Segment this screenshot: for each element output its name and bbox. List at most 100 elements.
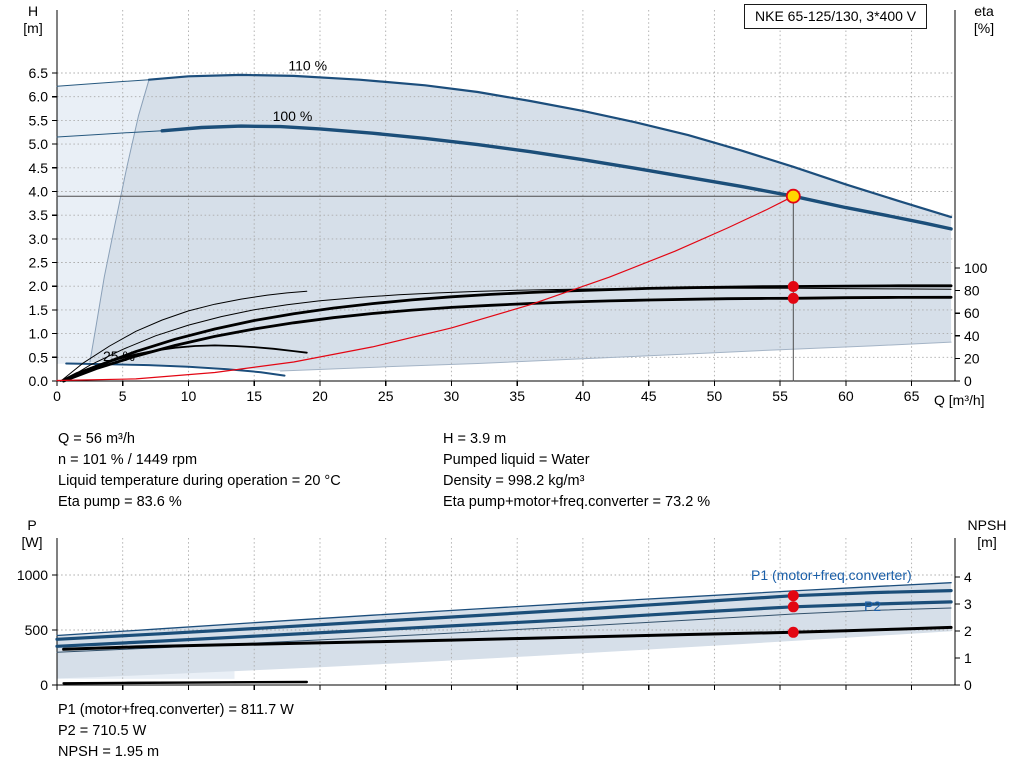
eta-thin-2 — [60, 290, 308, 382]
svg-text:60: 60 — [838, 388, 854, 404]
p1-curve — [55, 589, 953, 641]
eta-pump-point — [787, 281, 799, 292]
tick-labels: 0 5 10 15 20 25 30 35 40 45 50 55 60 65 0.0 0.5 1.0 1.5 2.… — [29, 65, 988, 404]
head-axis-label: H [m] — [16, 3, 50, 37]
info-eta-total: Eta pump+motor+freq.converter = 73.2 % — [443, 494, 711, 510]
svg-text:4.5: 4.5 — [29, 160, 49, 176]
gridlines — [57, 10, 955, 381]
svg-text:15: 15 — [246, 388, 262, 404]
p1-max-curve — [56, 582, 952, 637]
eta-axis-unit: [%] — [973, 20, 995, 36]
svg-text:1000: 1000 — [17, 567, 48, 583]
svg-text:5.0: 5.0 — [29, 136, 49, 152]
label-25pct: 25 % — [103, 348, 135, 364]
svg-text:40: 40 — [964, 328, 980, 344]
envelope-pale — [57, 79, 149, 364]
npsh-axis-label: NPSH [m] — [958, 517, 1016, 551]
info-head: H = 3.9 m — [443, 431, 507, 447]
svg-text:35: 35 — [509, 388, 525, 404]
operating-info-col1: Q = 56 m³/h n = 101 % / 1449 rpm Liquid … — [58, 429, 341, 513]
svg-text:500: 500 — [25, 622, 49, 638]
qh-eta-chart: 0 5 10 15 20 25 30 35 40 45 50 55 60 65 0.0 0.5 1.0 1.5 2.… — [29, 10, 988, 404]
svg-text:55: 55 — [772, 388, 788, 404]
svg-text:3.0: 3.0 — [29, 231, 49, 247]
axes — [52, 538, 960, 690]
svg-text:0: 0 — [964, 677, 972, 693]
result-p2: P2 = 710.5 W — [58, 723, 147, 739]
svg-text:6.0: 6.0 — [29, 89, 49, 105]
info-eta-pump: Eta pump = 83.6 % — [58, 494, 182, 510]
speed-curve-110-leadin — [56, 79, 150, 87]
pump-title-box: NKE 65-125/130, 3*400 V — [744, 4, 928, 29]
flow-axis-label: Q [m³/h] — [934, 392, 985, 408]
npsh-axis-symbol: NPSH — [967, 517, 1007, 533]
svg-text:65: 65 — [904, 388, 920, 404]
svg-text:45: 45 — [641, 388, 657, 404]
svg-text:20: 20 — [312, 388, 328, 404]
envelope-main — [89, 74, 952, 372]
label-100pct: 100 % — [273, 108, 313, 124]
npsh-curve — [62, 625, 953, 651]
head-axis-symbol: H — [27, 3, 39, 19]
svg-text:4.0: 4.0 — [29, 184, 49, 200]
info-density: Density = 998.2 kg/m³ — [443, 473, 585, 489]
p1-curve-label: P1 (motor+freq.converter) — [751, 567, 912, 583]
svg-text:30: 30 — [444, 388, 460, 404]
svg-text:0: 0 — [964, 373, 972, 389]
eta-thin-1 — [63, 287, 952, 382]
envelope-left-edge — [89, 79, 150, 363]
eta-total-curve — [62, 295, 953, 383]
p-25-curve — [62, 680, 308, 685]
result-info: P1 (motor+freq.converter) = 811.7 W P2 =… — [58, 700, 294, 763]
duty-point[interactable] — [785, 188, 801, 204]
svg-text:10: 10 — [181, 388, 197, 404]
svg-text:1.0: 1.0 — [29, 326, 49, 342]
p2-curve — [55, 600, 953, 648]
power-axis-symbol: P — [27, 517, 37, 533]
result-p1: P1 (motor+freq.converter) = 811.7 W — [58, 702, 294, 718]
svg-text:100: 100 — [964, 260, 988, 276]
svg-text:2.5: 2.5 — [29, 255, 49, 271]
power-npsh-chart: 0 500 1000 0 1 2 3 4 — [17, 538, 972, 693]
svg-text:5.5: 5.5 — [29, 112, 49, 128]
svg-text:0.0: 0.0 — [29, 373, 49, 389]
svg-text:6.5: 6.5 — [29, 65, 49, 81]
svg-text:20: 20 — [964, 350, 980, 366]
npsh-point — [787, 626, 799, 638]
svg-text:60: 60 — [964, 305, 980, 321]
svg-text:0.5: 0.5 — [29, 349, 49, 365]
eta-pump-curve — [62, 284, 953, 383]
speed-curve-100-leadin — [56, 130, 163, 138]
speed-curve-100 — [160, 124, 953, 231]
svg-text:40: 40 — [575, 388, 591, 404]
result-npsh: NPSH = 1.95 m — [58, 744, 160, 760]
npsh-axis-unit: [m] — [977, 534, 997, 550]
p1-point — [787, 590, 799, 602]
head-axis-unit: [m] — [23, 20, 43, 36]
svg-text:3.5: 3.5 — [29, 207, 49, 223]
svg-text:50: 50 — [707, 388, 723, 404]
p2-point — [787, 601, 799, 613]
svg-text:4: 4 — [964, 569, 972, 585]
svg-text:3: 3 — [964, 596, 972, 612]
power-axis-unit: [W] — [21, 534, 43, 550]
power-axis-label: P [W] — [14, 517, 50, 551]
p2-curve-label: P2 — [864, 598, 882, 614]
svg-text:2.0: 2.0 — [29, 278, 49, 294]
svg-text:80: 80 — [964, 283, 980, 299]
operating-info-col2: H = 3.9 m Pumped liquid = Water Density … — [443, 429, 710, 513]
info-flow: Q = 56 m³/h — [58, 431, 135, 447]
svg-text:1.5: 1.5 — [29, 302, 49, 318]
svg-text:2: 2 — [964, 623, 972, 639]
info-liquid-temp: Liquid temperature during operation = 20… — [58, 473, 341, 489]
svg-text:0: 0 — [40, 677, 48, 693]
axes — [52, 10, 960, 386]
eta-axis-symbol: eta — [974, 3, 994, 19]
label-110pct: 110 % — [288, 58, 327, 74]
speed-curve-110 — [147, 73, 953, 219]
svg-text:1: 1 — [964, 650, 972, 666]
svg-text:0: 0 — [53, 388, 61, 404]
affinity-line — [56, 195, 794, 382]
